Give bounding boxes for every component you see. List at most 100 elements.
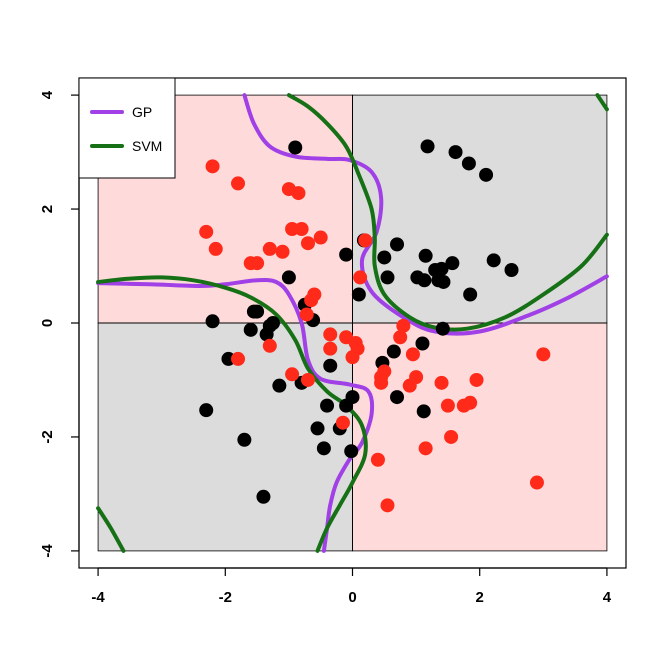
point-red bbox=[294, 221, 309, 236]
curve-svm-1 bbox=[96, 275, 368, 553]
point-black bbox=[339, 247, 354, 262]
point-black bbox=[479, 167, 494, 182]
x-tick-label: -4 bbox=[91, 589, 105, 606]
data-points bbox=[199, 139, 551, 513]
point-red bbox=[262, 338, 277, 353]
point-red bbox=[469, 372, 484, 387]
point-black bbox=[461, 156, 476, 171]
point-black bbox=[463, 287, 478, 302]
point-red bbox=[307, 287, 322, 302]
point-black bbox=[380, 270, 395, 285]
point-black bbox=[339, 398, 354, 413]
point-black bbox=[415, 336, 430, 351]
point-red bbox=[536, 347, 551, 362]
point-black bbox=[417, 273, 432, 288]
y-tick-label: -2 bbox=[39, 430, 56, 443]
point-red bbox=[529, 475, 544, 490]
point-red bbox=[335, 415, 350, 430]
point-red bbox=[374, 370, 389, 385]
y-tick-label: 4 bbox=[39, 90, 56, 99]
point-black bbox=[435, 321, 450, 336]
point-red bbox=[323, 341, 338, 356]
point-red bbox=[405, 347, 420, 362]
region-black-1 bbox=[352, 94, 608, 324]
point-red bbox=[199, 224, 214, 239]
y-tick-label: 0 bbox=[39, 319, 56, 327]
point-black bbox=[390, 237, 405, 252]
point-red bbox=[231, 351, 246, 366]
point-red bbox=[262, 241, 277, 256]
point-red bbox=[353, 270, 368, 285]
point-black bbox=[386, 344, 401, 359]
point-black bbox=[448, 145, 463, 160]
point-red bbox=[456, 398, 471, 413]
point-red bbox=[348, 335, 363, 350]
curve-gp-1 bbox=[96, 278, 375, 553]
point-red bbox=[313, 230, 328, 245]
point-black bbox=[418, 248, 433, 263]
point-black bbox=[344, 444, 359, 459]
point-red bbox=[358, 233, 373, 248]
legend-label-gp: GP bbox=[132, 104, 152, 120]
x-tick-label: 4 bbox=[603, 589, 612, 606]
point-black bbox=[390, 390, 405, 405]
point-black bbox=[256, 489, 271, 504]
point-red bbox=[300, 236, 315, 251]
point-black bbox=[486, 253, 501, 268]
point-black bbox=[416, 404, 431, 419]
legend-box bbox=[78, 77, 176, 179]
point-black bbox=[351, 287, 366, 302]
point-black bbox=[265, 316, 280, 330]
point-black bbox=[237, 432, 252, 447]
curve-svm-0 bbox=[286, 93, 609, 332]
x-tick-label: 2 bbox=[476, 589, 484, 606]
point-black bbox=[243, 322, 258, 337]
point-black bbox=[288, 140, 303, 155]
y-tick-label: 2 bbox=[39, 205, 56, 213]
point-red bbox=[380, 498, 395, 513]
point-red bbox=[370, 452, 385, 467]
point-red bbox=[208, 241, 223, 256]
point-red bbox=[291, 186, 306, 201]
x-axis: -4 -2 0 2 4 bbox=[91, 567, 612, 606]
point-black bbox=[199, 403, 214, 418]
quadrant-lines bbox=[98, 95, 607, 551]
point-black bbox=[281, 270, 296, 285]
point-red bbox=[300, 372, 315, 387]
point-black bbox=[320, 398, 335, 413]
legend: GP SVM bbox=[78, 77, 176, 179]
y-tick-label: -4 bbox=[39, 544, 56, 558]
point-red bbox=[243, 256, 258, 271]
curve-svm-3 bbox=[96, 506, 126, 553]
point-red bbox=[205, 159, 220, 174]
point-red bbox=[409, 370, 424, 385]
y-axis: -4 -2 0 2 4 bbox=[39, 90, 80, 558]
curve-gp-0 bbox=[242, 93, 609, 336]
point-black bbox=[272, 378, 287, 393]
point-red bbox=[323, 327, 338, 342]
point-red bbox=[231, 176, 246, 191]
point-black bbox=[310, 421, 325, 436]
point-black bbox=[205, 314, 220, 329]
curve-svm-2 bbox=[595, 93, 609, 112]
x-tick-label: 0 bbox=[348, 589, 356, 606]
point-red bbox=[434, 375, 449, 390]
point-black bbox=[436, 274, 451, 289]
point-black bbox=[316, 441, 331, 456]
point-red bbox=[396, 318, 411, 333]
point-black bbox=[250, 304, 265, 319]
point-red bbox=[444, 429, 459, 444]
point-red bbox=[299, 307, 314, 322]
boundary-curves bbox=[96, 93, 609, 553]
point-red bbox=[275, 244, 290, 259]
point-red bbox=[393, 330, 408, 345]
point-red bbox=[285, 367, 300, 382]
point-black bbox=[445, 256, 460, 271]
x-tick-label: -2 bbox=[219, 589, 232, 606]
point-red bbox=[440, 398, 455, 413]
point-red bbox=[345, 350, 360, 365]
point-red bbox=[418, 441, 433, 456]
point-black bbox=[377, 250, 392, 265]
point-black bbox=[420, 139, 435, 154]
